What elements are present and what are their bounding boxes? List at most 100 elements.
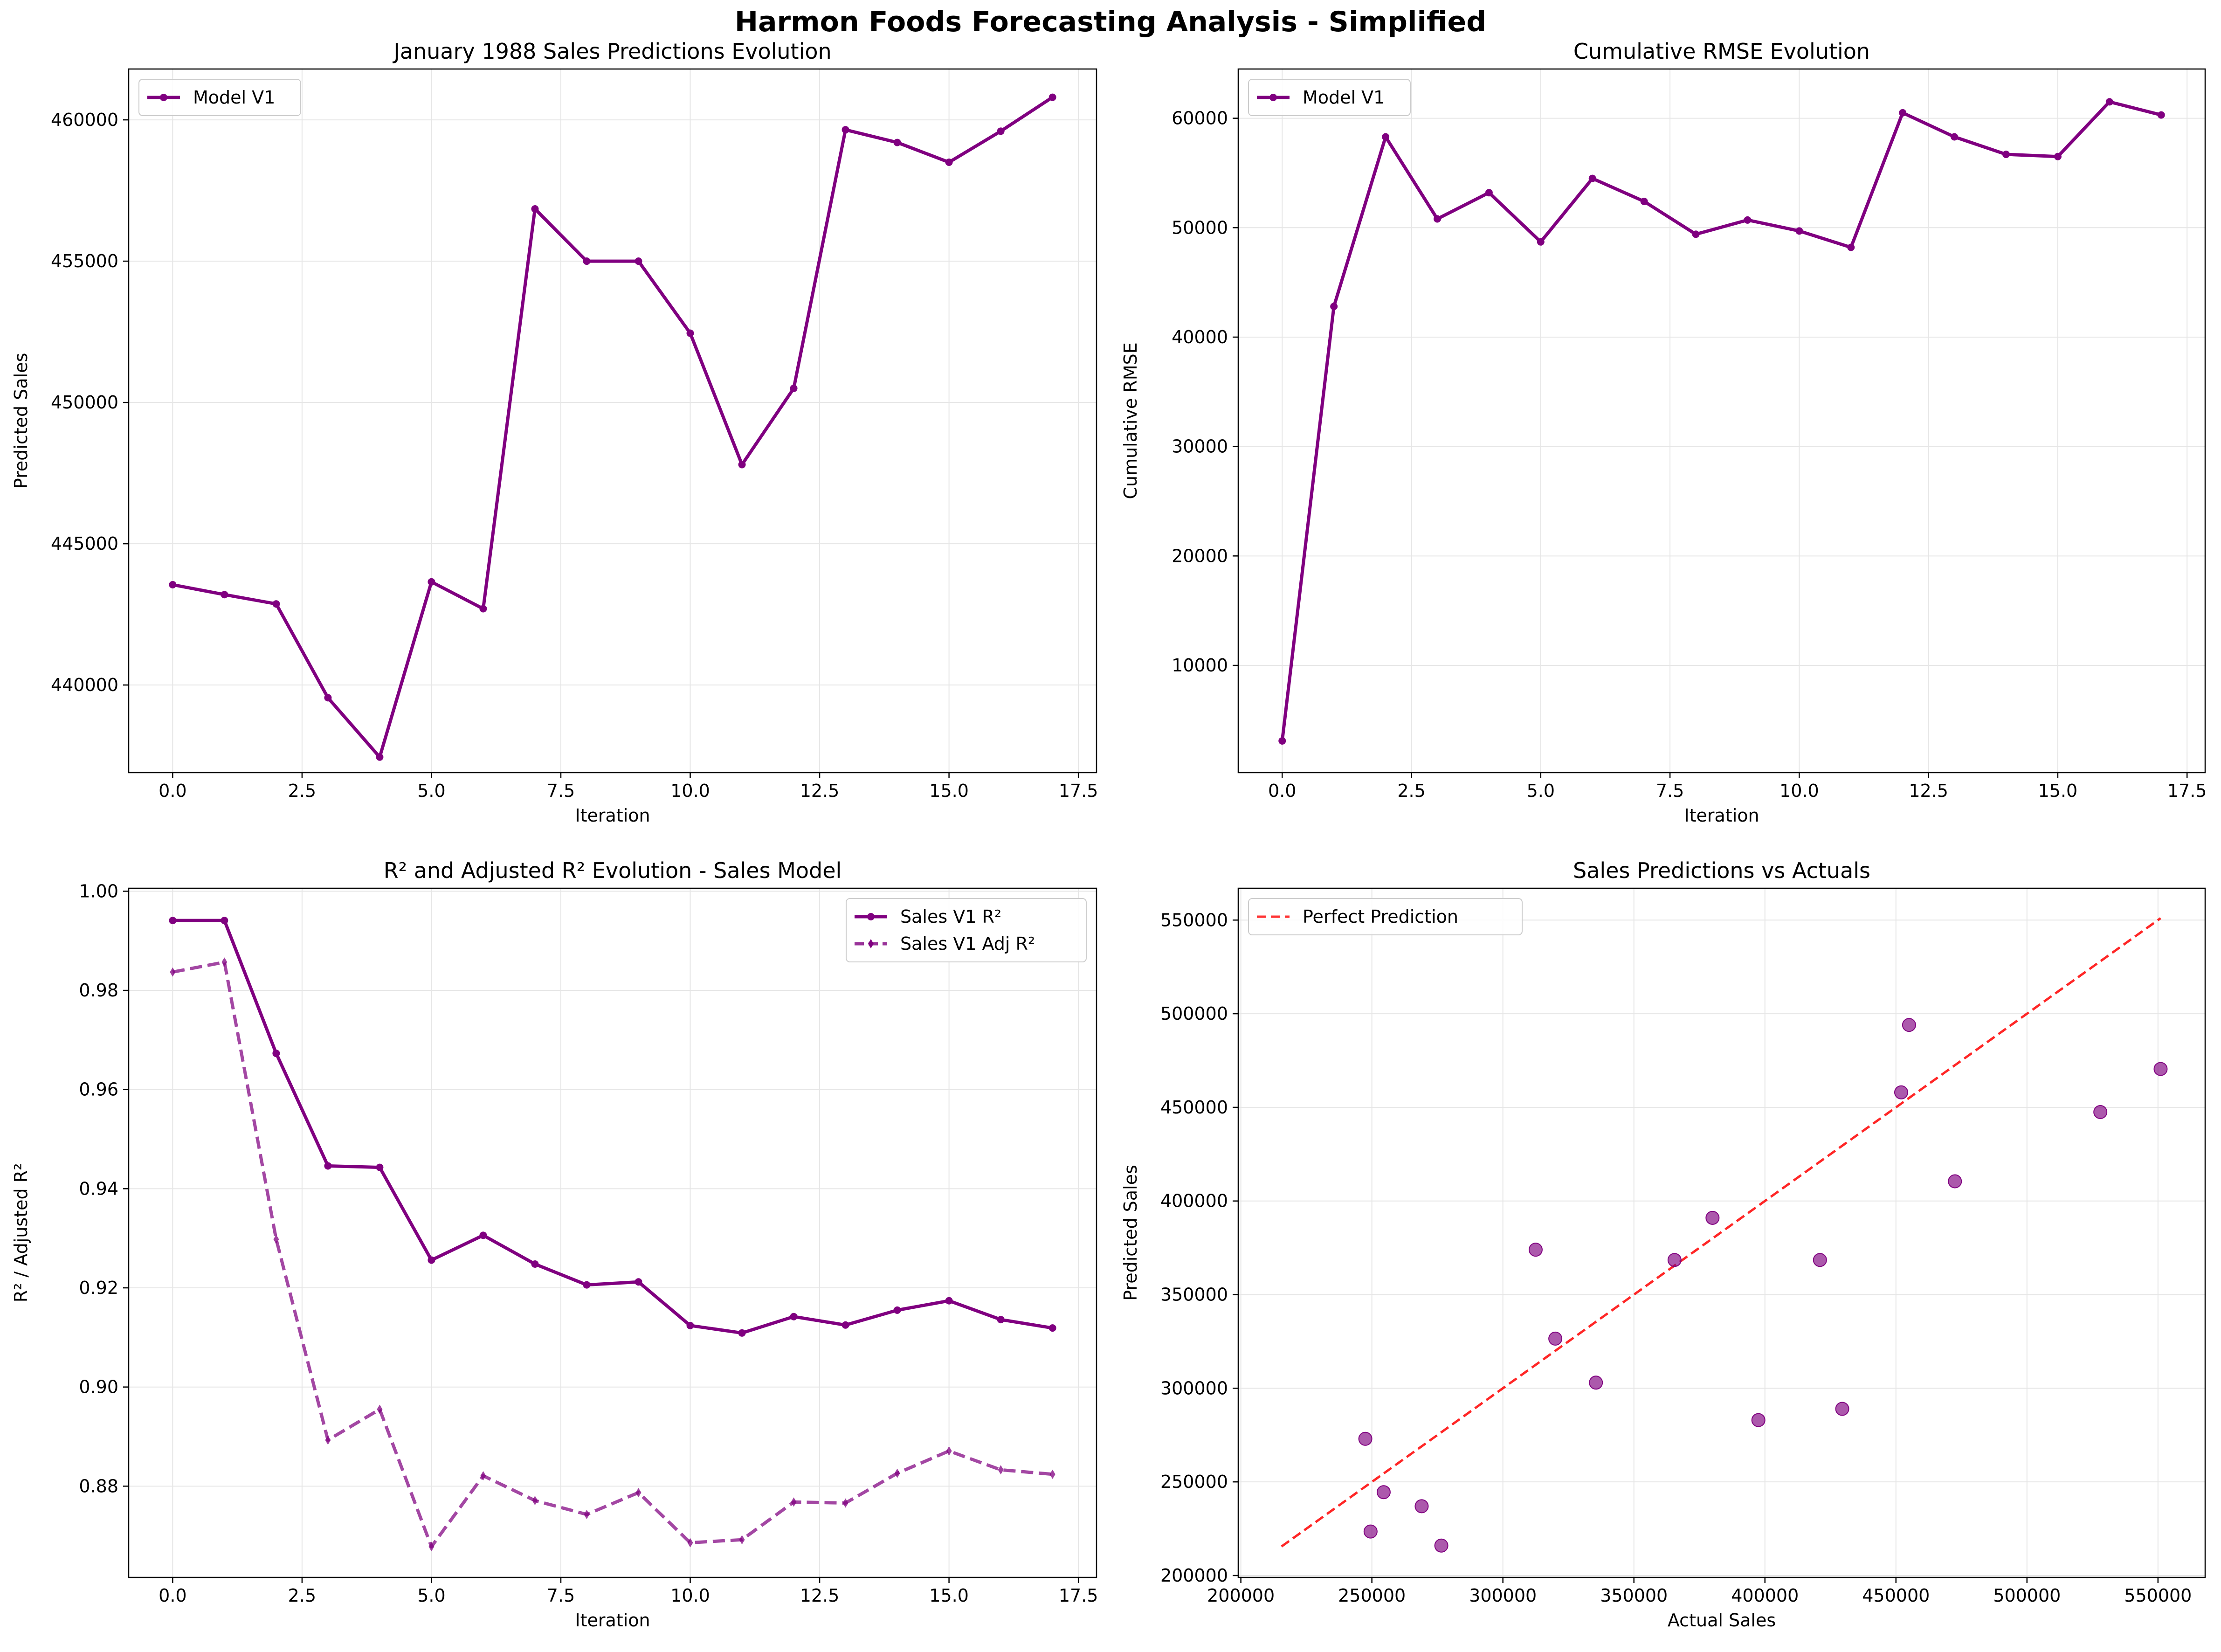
x-tick-label: 17.5: [1059, 781, 1098, 801]
series-point: [480, 1471, 486, 1481]
series-point: [997, 127, 1005, 135]
series-line: [1280, 100, 2162, 741]
series-point: [1640, 197, 1648, 205]
figure-title: Harmon Foods Forecasting Analysis - Simp…: [734, 6, 1487, 38]
x-tick-label: 5.0: [417, 781, 445, 801]
y-tick-label: 455000: [51, 251, 118, 271]
series-point: [221, 957, 228, 967]
y-tick-label: 0.98: [79, 980, 118, 1001]
y-tick-label: 0.94: [79, 1178, 118, 1199]
y-tick-label: 400000: [1160, 1191, 1228, 1211]
x-tick-label: 0.0: [159, 1585, 186, 1606]
series-point: [842, 1498, 848, 1508]
y-axis-label: Predicted Sales: [1120, 1165, 1141, 1301]
y-tick-label: 0.88: [79, 1476, 118, 1496]
series-point: [1049, 1469, 1055, 1479]
series-point: [1485, 189, 1493, 197]
series-point: [584, 1509, 590, 1519]
series-point: [945, 158, 953, 166]
series-point: [1795, 227, 1803, 235]
series-point: [376, 753, 384, 761]
y-axis-label: Predicted Sales: [11, 353, 31, 489]
series-point: [739, 1535, 745, 1545]
y-tick-label: 60000: [1172, 108, 1228, 129]
series-point: [479, 1231, 487, 1239]
y-tick-label: 500000: [1160, 1003, 1228, 1024]
legend-label: Model V1: [193, 87, 275, 108]
series-point: [2002, 151, 2010, 159]
chart-panel-cumulative-rmse: 0.0 2.5 5.0 7.5 10.0 12.5 15.0 17.5 10000 20000 30…: [1120, 39, 2207, 826]
scatter-point: [1705, 1210, 1720, 1225]
x-tick-label: 15.0: [929, 781, 969, 801]
scatter-point: [2153, 1062, 2168, 1076]
scatter-point: [1528, 1243, 1543, 1257]
scatter-point: [1902, 1018, 1916, 1032]
series-point: [324, 1162, 332, 1170]
panel-title: Cumulative RMSE Evolution: [1573, 39, 1870, 64]
legend-label: Model V1: [1303, 87, 1385, 108]
series-point: [1278, 737, 1286, 745]
y-tick-label: 450000: [1160, 1097, 1228, 1118]
scatter-point: [1667, 1253, 1682, 1267]
scatter-point: [1376, 1485, 1391, 1500]
series-point: [428, 578, 435, 586]
x-tick-label: 10.0: [670, 1585, 710, 1606]
series-point: [324, 694, 332, 702]
series-point: [2105, 98, 2113, 106]
x-tick-label: 0.0: [1268, 781, 1296, 801]
series-point: [583, 1281, 591, 1289]
series-point: [1847, 243, 1855, 251]
series-point: [221, 591, 228, 599]
series-point: [687, 1538, 693, 1548]
x-tick-label: 350000: [1600, 1585, 1668, 1606]
legend-label: Sales V1 R²: [900, 906, 1001, 927]
series-point: [635, 257, 642, 265]
legend-marker: [160, 94, 167, 101]
series-point: [1744, 216, 1752, 224]
legend-marker: [868, 939, 874, 948]
series-point: [894, 1468, 900, 1478]
series-point: [1330, 303, 1338, 311]
series-line: [172, 960, 1053, 1548]
series-point: [841, 126, 849, 134]
perfect-prediction-line: [1281, 917, 2161, 1548]
series-point: [790, 384, 798, 392]
scatter-point: [1548, 1331, 1563, 1346]
x-tick-label: 200000: [1207, 1585, 1275, 1606]
series-point: [428, 1256, 435, 1264]
series-point: [169, 581, 177, 588]
x-tick-label: 7.5: [1656, 781, 1684, 801]
x-axis-label: Iteration: [575, 1610, 650, 1631]
x-tick-label: 15.0: [929, 1585, 969, 1606]
x-tick-label: 2.5: [288, 781, 316, 801]
scatter-point: [1813, 1253, 1827, 1267]
series-point: [2054, 152, 2062, 160]
series-point: [532, 1496, 538, 1506]
scatter-point: [2093, 1105, 2108, 1119]
y-tick-label: 40000: [1172, 327, 1228, 347]
y-tick-label: 0.92: [79, 1278, 118, 1298]
x-axis-label: Iteration: [1684, 805, 1759, 826]
series-point: [1692, 230, 1700, 238]
y-tick-label: 10000: [1172, 655, 1228, 676]
y-tick-label: 550000: [1160, 910, 1228, 930]
x-tick-label: 300000: [1469, 1585, 1537, 1606]
x-tick-label: 2.5: [1397, 781, 1425, 801]
x-tick-label: 5.0: [417, 1585, 445, 1606]
legend-box: [1248, 898, 1523, 935]
series-point: [583, 257, 591, 265]
series-point: [377, 1404, 383, 1414]
series-line: [172, 96, 1054, 759]
scatter-point: [1434, 1538, 1448, 1553]
series-point: [1048, 93, 1056, 101]
series-point: [1048, 1324, 1056, 1332]
series-point: [531, 205, 539, 213]
series-point: [893, 138, 901, 146]
scatter-point: [1835, 1402, 1849, 1416]
series-point: [1588, 174, 1596, 182]
series-point: [376, 1163, 384, 1171]
series-point: [273, 1234, 279, 1244]
series-point: [893, 1306, 901, 1314]
series-point: [945, 1297, 953, 1305]
